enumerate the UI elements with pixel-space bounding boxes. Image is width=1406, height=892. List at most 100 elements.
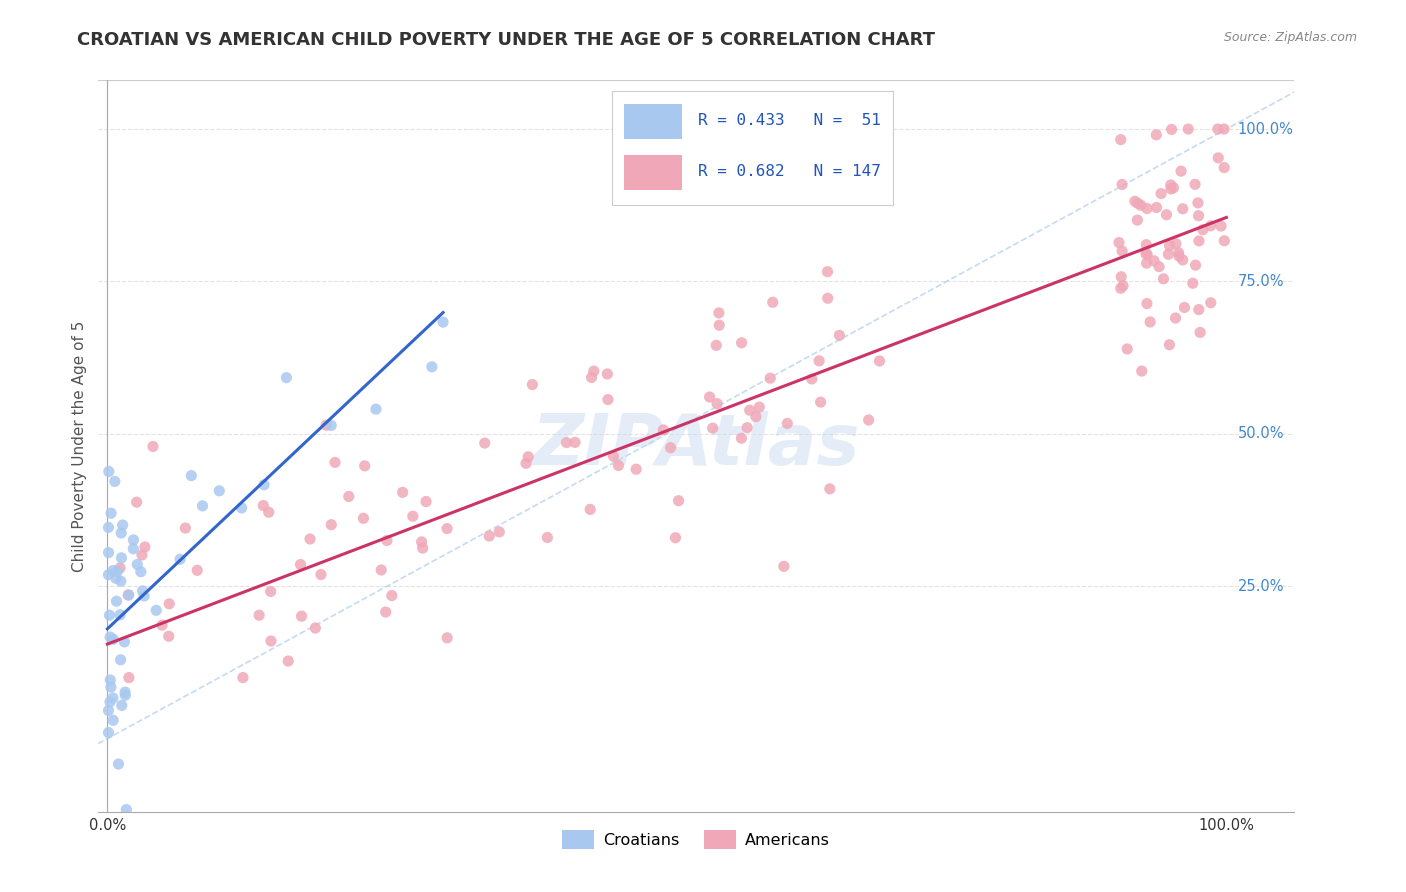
Point	[745, 409, 768, 424]
Point	[364, 402, 387, 417]
Point	[1135, 247, 1157, 261]
Point	[706, 397, 728, 411]
Point	[607, 458, 630, 473]
Point	[1160, 122, 1182, 136]
Point	[98, 673, 121, 687]
Point	[474, 436, 496, 450]
Point	[536, 531, 558, 545]
Point	[101, 690, 124, 705]
Point	[191, 499, 214, 513]
Point	[150, 618, 173, 632]
Point	[412, 541, 434, 555]
Text: 75.0%: 75.0%	[1237, 274, 1284, 289]
Point	[1144, 128, 1167, 142]
Point	[772, 559, 794, 574]
Point	[858, 413, 880, 427]
Point	[104, 475, 127, 489]
Point	[131, 583, 153, 598]
Point	[704, 338, 727, 352]
Point	[169, 552, 191, 566]
Point	[810, 395, 832, 409]
Point	[321, 418, 343, 433]
Point	[1168, 249, 1191, 263]
Point	[1109, 281, 1132, 295]
Point	[260, 584, 283, 599]
Point	[730, 431, 752, 445]
Point	[157, 629, 180, 643]
Point	[134, 540, 156, 554]
Point	[110, 574, 132, 589]
Point	[105, 565, 128, 579]
Point	[602, 450, 624, 464]
Point	[174, 521, 197, 535]
Point	[127, 558, 149, 572]
Point	[122, 533, 145, 547]
Text: 25.0%: 25.0%	[1237, 579, 1284, 594]
Point	[1112, 278, 1135, 293]
Point	[247, 608, 270, 623]
Point	[1116, 342, 1139, 356]
Point	[1213, 122, 1236, 136]
Point	[276, 370, 298, 384]
Point	[1136, 247, 1159, 261]
Point	[112, 635, 135, 649]
Point	[157, 597, 180, 611]
Point	[103, 632, 125, 647]
Text: 50.0%: 50.0%	[1237, 426, 1284, 442]
Point	[702, 421, 724, 435]
Point	[1126, 196, 1149, 211]
Point	[579, 502, 602, 516]
Point	[1181, 277, 1204, 291]
Point	[808, 354, 831, 368]
Point	[1146, 201, 1168, 215]
Point	[252, 499, 274, 513]
Point	[290, 609, 312, 624]
Point	[1159, 238, 1181, 252]
Point	[1147, 260, 1170, 274]
Point	[1163, 180, 1185, 194]
Point	[555, 435, 578, 450]
Point	[1184, 258, 1206, 272]
Point	[1129, 198, 1152, 212]
Text: 0.0%: 0.0%	[89, 818, 127, 833]
Text: R = 0.682   N = 147: R = 0.682 N = 147	[699, 164, 882, 179]
Point	[108, 561, 131, 575]
Text: Source: ZipAtlas.com: Source: ZipAtlas.com	[1223, 31, 1357, 45]
Text: 100.0%: 100.0%	[1198, 818, 1254, 833]
Point	[1136, 202, 1159, 216]
Point	[145, 603, 167, 617]
Point	[98, 695, 121, 709]
Point	[402, 509, 425, 524]
Point	[381, 589, 404, 603]
Point	[436, 631, 458, 645]
Point	[436, 522, 458, 536]
Point	[1139, 315, 1161, 329]
Point	[828, 328, 851, 343]
Point	[1157, 247, 1180, 261]
Point	[101, 714, 124, 728]
Point	[309, 567, 332, 582]
FancyBboxPatch shape	[613, 91, 893, 204]
Point	[118, 671, 141, 685]
Point	[1188, 302, 1211, 317]
Point	[411, 535, 433, 549]
Point	[738, 403, 761, 417]
Point	[869, 354, 891, 368]
Point	[257, 505, 280, 519]
Point	[1191, 223, 1213, 237]
Point	[1213, 234, 1236, 248]
Text: 100.0%: 100.0%	[1237, 121, 1294, 136]
Point	[117, 588, 139, 602]
Point	[735, 420, 758, 434]
Point	[97, 545, 120, 559]
Point	[1111, 244, 1133, 258]
Y-axis label: Child Poverty Under the Age of 5: Child Poverty Under the Age of 5	[72, 320, 87, 572]
Point	[522, 377, 544, 392]
Point	[420, 359, 443, 374]
Point	[817, 265, 839, 279]
Point	[134, 589, 156, 603]
Point	[652, 423, 675, 437]
Point	[1209, 219, 1232, 233]
Point	[1164, 311, 1187, 326]
Point	[817, 291, 839, 305]
